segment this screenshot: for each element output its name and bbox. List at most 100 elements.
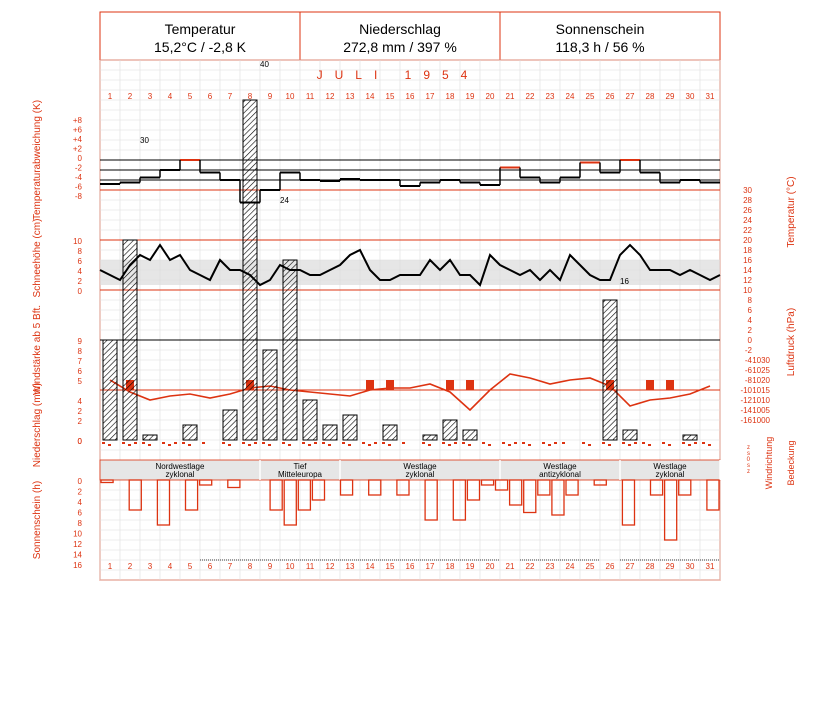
cloud-marker [454, 442, 457, 444]
day-label: 14 [366, 92, 375, 101]
day-label: 26 [606, 92, 615, 101]
cloud-marker [188, 444, 191, 446]
weather-type-label: Westlage [653, 462, 687, 471]
precip-bar [262, 349, 278, 441]
sunshine-bar [621, 479, 636, 526]
cloud-marker [508, 444, 511, 446]
weather-type-label: zyklonal [406, 470, 435, 479]
precipitation-value: 272,8 mm / 397 % [343, 39, 457, 55]
cloud-marker [242, 442, 245, 444]
sunshine-bar [537, 479, 551, 496]
snow-tick: 0 [78, 287, 83, 296]
cloud-marker [148, 444, 151, 446]
cloud-marker [608, 444, 611, 446]
day-label: 22 [526, 562, 535, 571]
day-label: 7 [228, 92, 233, 101]
cloud-marker [462, 442, 465, 444]
cloud-marker [362, 442, 365, 444]
cloud-marker [482, 442, 485, 444]
sunshine-tick: 14 [73, 551, 82, 560]
wind-tick: 5 [78, 377, 83, 386]
day-label: 13 [346, 92, 355, 101]
temperature-tick: -12 [740, 396, 752, 405]
temperature-tick: -2 [745, 346, 753, 355]
day-label: 25 [586, 562, 595, 571]
wind-direction-tick: 0 [747, 457, 751, 463]
sunshine-bar [156, 479, 171, 526]
day-label: 5 [188, 92, 193, 101]
cloud-marker [122, 442, 125, 444]
temperature-series [99, 243, 721, 287]
cloud-marker [708, 444, 711, 446]
cloud-marker [602, 442, 605, 444]
weather-type-label: Mitteleuropa [278, 470, 323, 479]
cloud-marker [694, 442, 697, 444]
day-label: 24 [566, 92, 575, 101]
cloud-marker [562, 442, 565, 444]
axis-label-snow: Schneehöhe (cm) [32, 219, 43, 298]
sunshine-bar [396, 479, 410, 496]
day-label: 2 [128, 562, 133, 571]
anomaly-tick: +2 [73, 145, 83, 154]
precip-bar [182, 424, 198, 441]
day-label: 19 [466, 92, 475, 101]
wind-tick: 8 [78, 347, 83, 356]
temperature-tick: -10 [740, 386, 752, 395]
sunshine-tick: 10 [73, 530, 82, 539]
day-labels-bottom: 1 2 3 4 5 6 7 8 9 10 11 12 13 14 15 16 17 18 19 20 21 22 23 24 2… [108, 562, 715, 571]
snow-tick: 2 [78, 277, 83, 286]
weather-type-label: Westlage [403, 462, 437, 471]
day-label: 12 [326, 562, 335, 571]
precip-tick: 0 [78, 437, 83, 446]
cloud-marker [288, 444, 291, 446]
wind-marker [646, 380, 654, 390]
day-label: 21 [506, 92, 515, 101]
sunshine-tick: 16 [73, 561, 82, 570]
temperature-tick: 20 [743, 236, 752, 245]
cloud-marker [642, 442, 645, 444]
temperature-tick: 10 [743, 286, 752, 295]
precip-value-label: 30 [140, 136, 149, 145]
day-label: 15 [386, 92, 395, 101]
cloud-marker [488, 444, 491, 446]
cloud-marker [634, 442, 637, 444]
wind-marker [466, 380, 474, 390]
cloud-marker [348, 444, 351, 446]
cloud-marker [514, 442, 517, 444]
temperature-tick: 24 [743, 216, 752, 225]
day-label: 4 [168, 562, 173, 571]
day-label: 6 [208, 562, 213, 571]
temperature-tick: 14 [743, 266, 752, 275]
snow-tick: 6 [78, 257, 83, 266]
cloud-marker [128, 444, 131, 446]
cloud-markers [102, 442, 711, 446]
cloud-marker [322, 442, 325, 444]
sunshine-bar [184, 479, 199, 511]
cloud-marker [254, 442, 257, 444]
anomaly-tick: +4 [73, 135, 83, 144]
day-label: 2 [128, 92, 133, 101]
sunshine-bar [551, 479, 565, 516]
snow-tick: 8 [78, 247, 83, 256]
day-label: 28 [646, 92, 655, 101]
cloud-marker [554, 442, 557, 444]
day-label: 15 [386, 562, 395, 571]
day-label: 1 [108, 562, 113, 571]
sunshine-bar [565, 479, 579, 496]
cloud-marker [308, 444, 311, 446]
temperature-tick: 16 [743, 256, 752, 265]
cloud-marker [688, 444, 691, 446]
precip-value-label: 16 [620, 277, 629, 286]
sunshine-tick: 6 [78, 509, 83, 518]
temperature-value: 15,2°C / -2,8 K [154, 39, 247, 55]
day-label: 8 [248, 562, 253, 571]
precip-tick: 0 [78, 437, 83, 446]
cloud-marker [228, 444, 231, 446]
sunshine-bar [452, 479, 467, 521]
wind-direction-tick: z [747, 445, 750, 451]
cloud-marker [374, 442, 377, 444]
day-label: 19 [466, 562, 475, 571]
cloud-marker [382, 442, 385, 444]
